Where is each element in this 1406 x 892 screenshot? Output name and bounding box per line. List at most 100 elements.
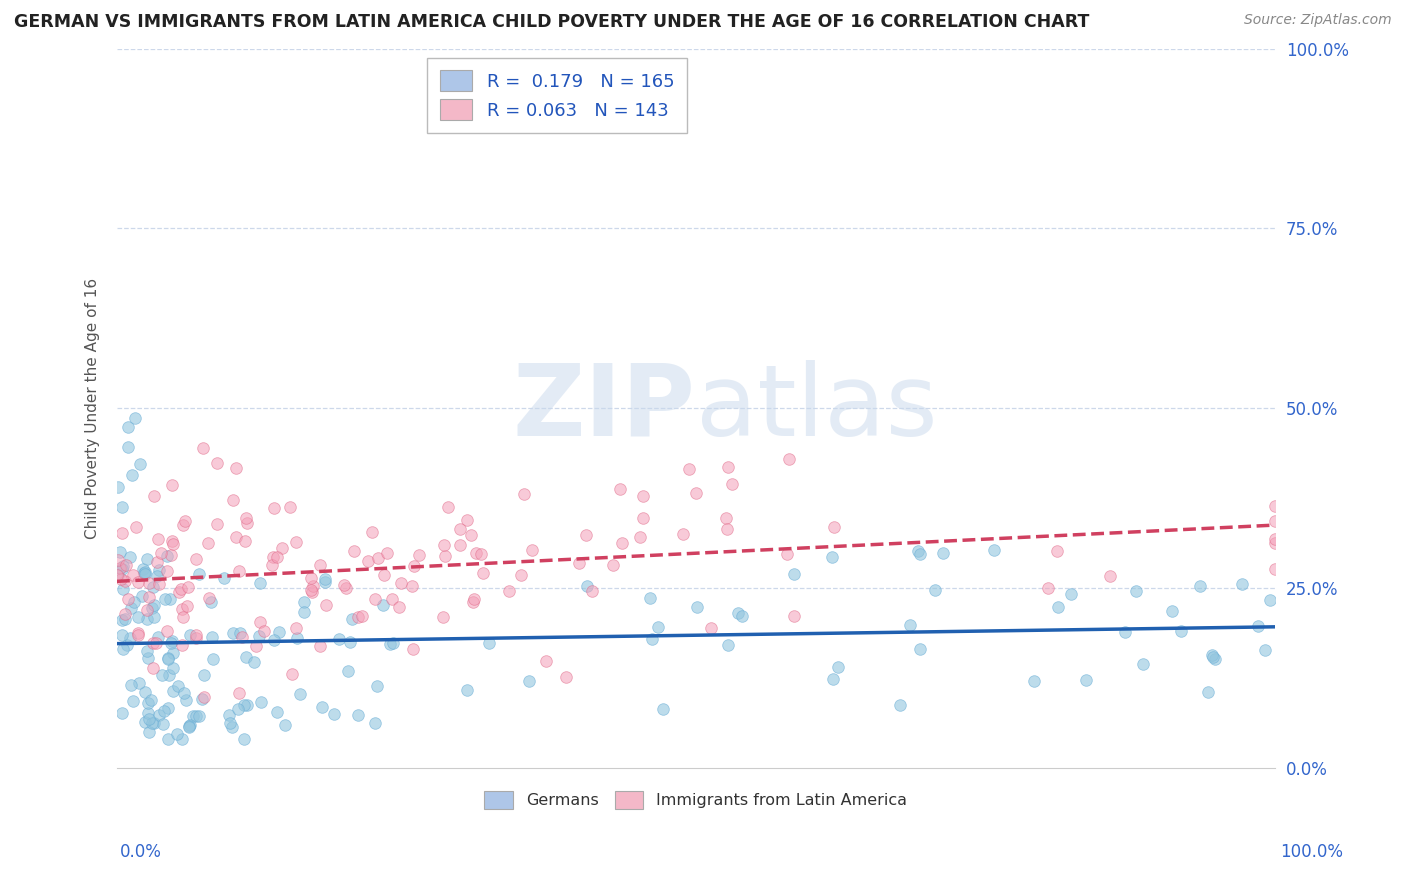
Point — [160, 633, 183, 648]
Text: GERMAN VS IMMIGRANTS FROM LATIN AMERICA CHILD POVERTY UNDER THE AGE OF 16 CORREL: GERMAN VS IMMIGRANTS FROM LATIN AMERICA … — [14, 13, 1090, 31]
Point — [1022, 674, 1045, 689]
Point — [145, 636, 167, 650]
Point — [111, 613, 134, 627]
Point — [242, 655, 264, 669]
Point — [581, 584, 603, 599]
Point — [361, 525, 384, 540]
Point — [143, 715, 166, 730]
Point — [249, 575, 271, 590]
Point — [183, 709, 205, 723]
Point — [176, 580, 198, 594]
Point — [188, 566, 211, 581]
Point — [127, 625, 149, 640]
Point — [983, 543, 1005, 558]
Point — [145, 555, 167, 569]
Point — [301, 585, 323, 599]
Point — [172, 609, 194, 624]
Point — [284, 534, 307, 549]
Point — [110, 572, 132, 586]
Point — [118, 631, 141, 645]
Point — [221, 720, 243, 734]
Point — [115, 638, 138, 652]
Point — [290, 687, 312, 701]
Point — [186, 628, 208, 642]
Point — [148, 577, 170, 591]
Point — [162, 661, 184, 675]
Point — [783, 608, 806, 623]
Point — [1060, 587, 1083, 601]
Point — [179, 719, 201, 733]
Point — [179, 627, 201, 641]
Text: atlas: atlas — [696, 359, 938, 457]
Point — [160, 636, 183, 650]
Point — [232, 731, 254, 746]
Point — [391, 575, 413, 590]
Point — [136, 603, 159, 617]
Point — [112, 582, 135, 596]
Point — [281, 667, 304, 681]
Point — [124, 411, 146, 425]
Point — [148, 563, 170, 577]
Point — [132, 561, 155, 575]
Point — [314, 574, 336, 589]
Point — [228, 565, 250, 579]
Point — [404, 558, 426, 573]
Point — [335, 581, 357, 595]
Point — [260, 558, 283, 572]
Point — [111, 562, 134, 576]
Point — [1188, 579, 1211, 593]
Point — [245, 639, 267, 653]
Point — [201, 630, 224, 644]
Point — [110, 545, 132, 559]
Point — [172, 638, 194, 652]
Point — [150, 546, 173, 560]
Point — [134, 565, 156, 579]
Point — [122, 694, 145, 708]
Point — [350, 608, 373, 623]
Point — [138, 590, 160, 604]
Point — [128, 675, 150, 690]
Point — [188, 709, 211, 723]
Point — [498, 584, 520, 599]
Point — [153, 704, 176, 718]
Point — [219, 716, 242, 731]
Point — [162, 646, 184, 660]
Point — [889, 698, 911, 712]
Point — [170, 602, 193, 616]
Point — [141, 692, 163, 706]
Point — [229, 626, 252, 640]
Point — [478, 636, 501, 650]
Point — [112, 559, 135, 574]
Point — [111, 706, 134, 720]
Point — [157, 668, 180, 682]
Point — [908, 642, 931, 657]
Point — [173, 686, 195, 700]
Point — [225, 461, 247, 475]
Point — [432, 609, 454, 624]
Point — [186, 552, 208, 566]
Point — [136, 643, 159, 657]
Point — [1161, 604, 1184, 618]
Point — [197, 536, 219, 550]
Point — [138, 712, 160, 726]
Point — [1247, 619, 1270, 633]
Point — [638, 591, 661, 606]
Point — [717, 459, 740, 474]
Point — [184, 631, 207, 645]
Point — [263, 501, 285, 516]
Point — [136, 706, 159, 720]
Point — [134, 566, 156, 581]
Legend: Germans, Immigrants from Latin America: Germans, Immigrants from Latin America — [477, 782, 915, 817]
Point — [193, 690, 215, 704]
Point — [226, 702, 249, 716]
Point — [652, 702, 675, 716]
Point — [1046, 600, 1069, 615]
Point — [340, 612, 363, 626]
Point — [138, 725, 160, 739]
Point — [176, 599, 198, 613]
Point — [1114, 625, 1136, 640]
Point — [375, 545, 398, 559]
Point — [908, 547, 931, 561]
Point — [177, 720, 200, 734]
Point — [128, 628, 150, 642]
